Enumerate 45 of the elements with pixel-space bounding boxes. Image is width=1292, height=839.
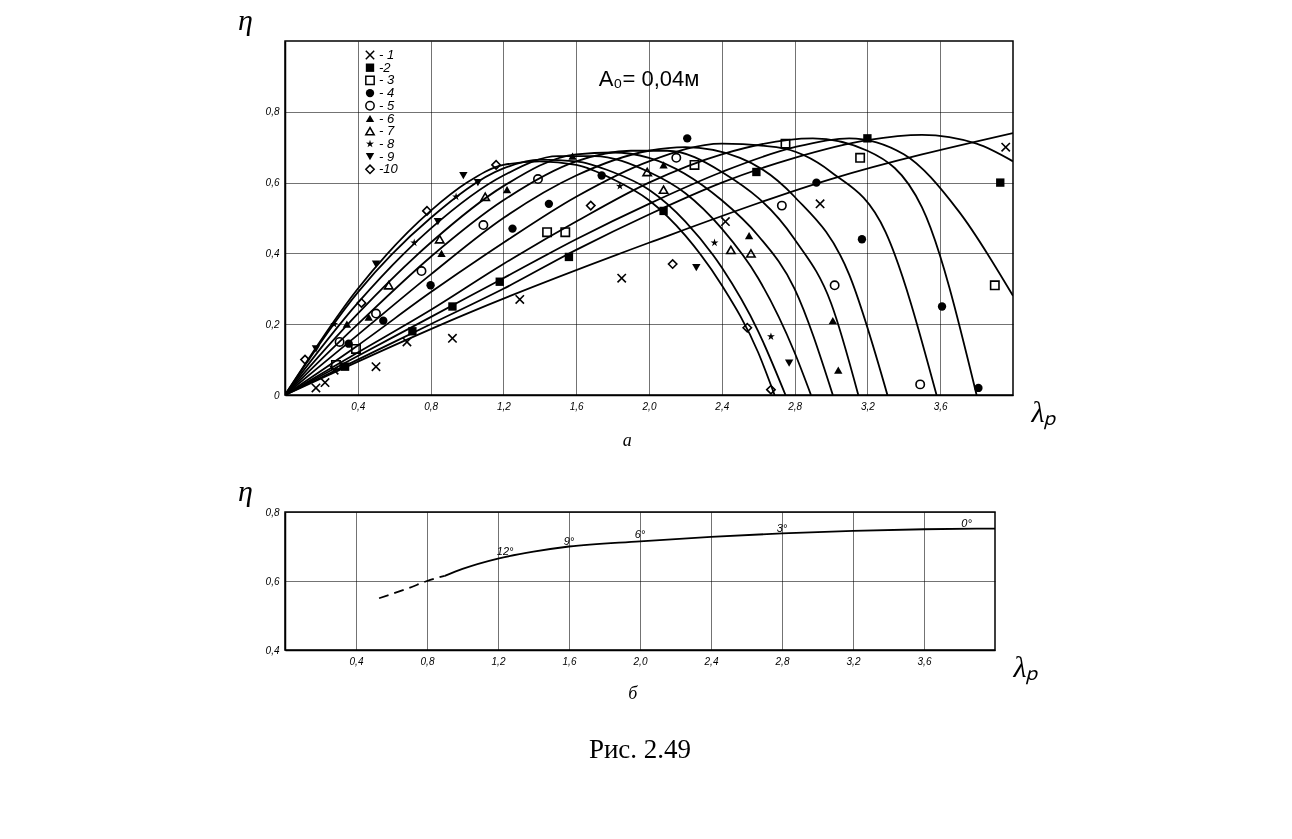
y-tick-label: 0,2 bbox=[265, 318, 280, 330]
y-axis-title: η bbox=[238, 2, 253, 36]
text: а bbox=[622, 430, 632, 450]
x-tick-label: 0,4 bbox=[351, 400, 366, 412]
annotation: 9° bbox=[563, 535, 575, 548]
annotation: 6° bbox=[634, 528, 646, 541]
annotation: 12° bbox=[496, 545, 515, 558]
legend-label: - 9 bbox=[379, 148, 395, 164]
x-tick-label: 0,8 bbox=[420, 655, 435, 667]
x-tick-label: 2,4 bbox=[714, 400, 730, 412]
x-tick-label: 3,6 bbox=[933, 400, 949, 412]
annotation: A₀= 0,04м bbox=[598, 66, 700, 91]
annotation: 3° bbox=[776, 521, 788, 534]
legend-label: - 3 bbox=[379, 72, 395, 88]
text: Рис. 2.49 bbox=[588, 734, 692, 764]
legend-label: - 6 bbox=[379, 110, 395, 126]
x-tick-label: 1,6 bbox=[569, 400, 585, 412]
legend-label: -2 bbox=[379, 59, 392, 75]
x-axis-title: λₚ bbox=[1012, 649, 1040, 685]
y-tick-label: 0,6 bbox=[265, 575, 280, 587]
annotation: 0° bbox=[961, 517, 973, 530]
y-axis-title: η bbox=[238, 473, 253, 507]
y-tick-label: 0,8 bbox=[265, 506, 280, 518]
x-tick-label: 3,2 bbox=[846, 655, 861, 667]
x-tick-label: 1,2 bbox=[496, 400, 512, 412]
x-axis-title: λₚ bbox=[1030, 394, 1058, 430]
y-tick-label: 0,4 bbox=[265, 247, 280, 259]
y-tick-label: 0,6 bbox=[265, 177, 280, 189]
text: б bbox=[628, 683, 639, 703]
y-tick-label: 0,8 bbox=[265, 106, 280, 118]
y-tick-label: 0 bbox=[273, 389, 280, 401]
x-tick-label: 2,4 bbox=[703, 655, 719, 667]
x-tick-label: 2,8 bbox=[787, 400, 803, 412]
legend-label: - 1 bbox=[379, 47, 395, 62]
x-tick-label: 1,2 bbox=[491, 655, 506, 667]
x-tick-label: 0,4 bbox=[349, 655, 364, 667]
x-tick-label: 0,8 bbox=[424, 400, 439, 412]
x-tick-label: 3,6 bbox=[917, 655, 932, 667]
x-tick-label: 2,8 bbox=[774, 655, 790, 667]
legend-label: -10 bbox=[379, 161, 399, 177]
x-tick-label: 2,0 bbox=[641, 400, 657, 412]
x-tick-label: 1,6 bbox=[562, 655, 577, 667]
x-tick-label: 2,0 bbox=[632, 655, 648, 667]
x-tick-label: 3,2 bbox=[860, 400, 876, 412]
y-tick-label: 0,4 bbox=[265, 644, 280, 656]
